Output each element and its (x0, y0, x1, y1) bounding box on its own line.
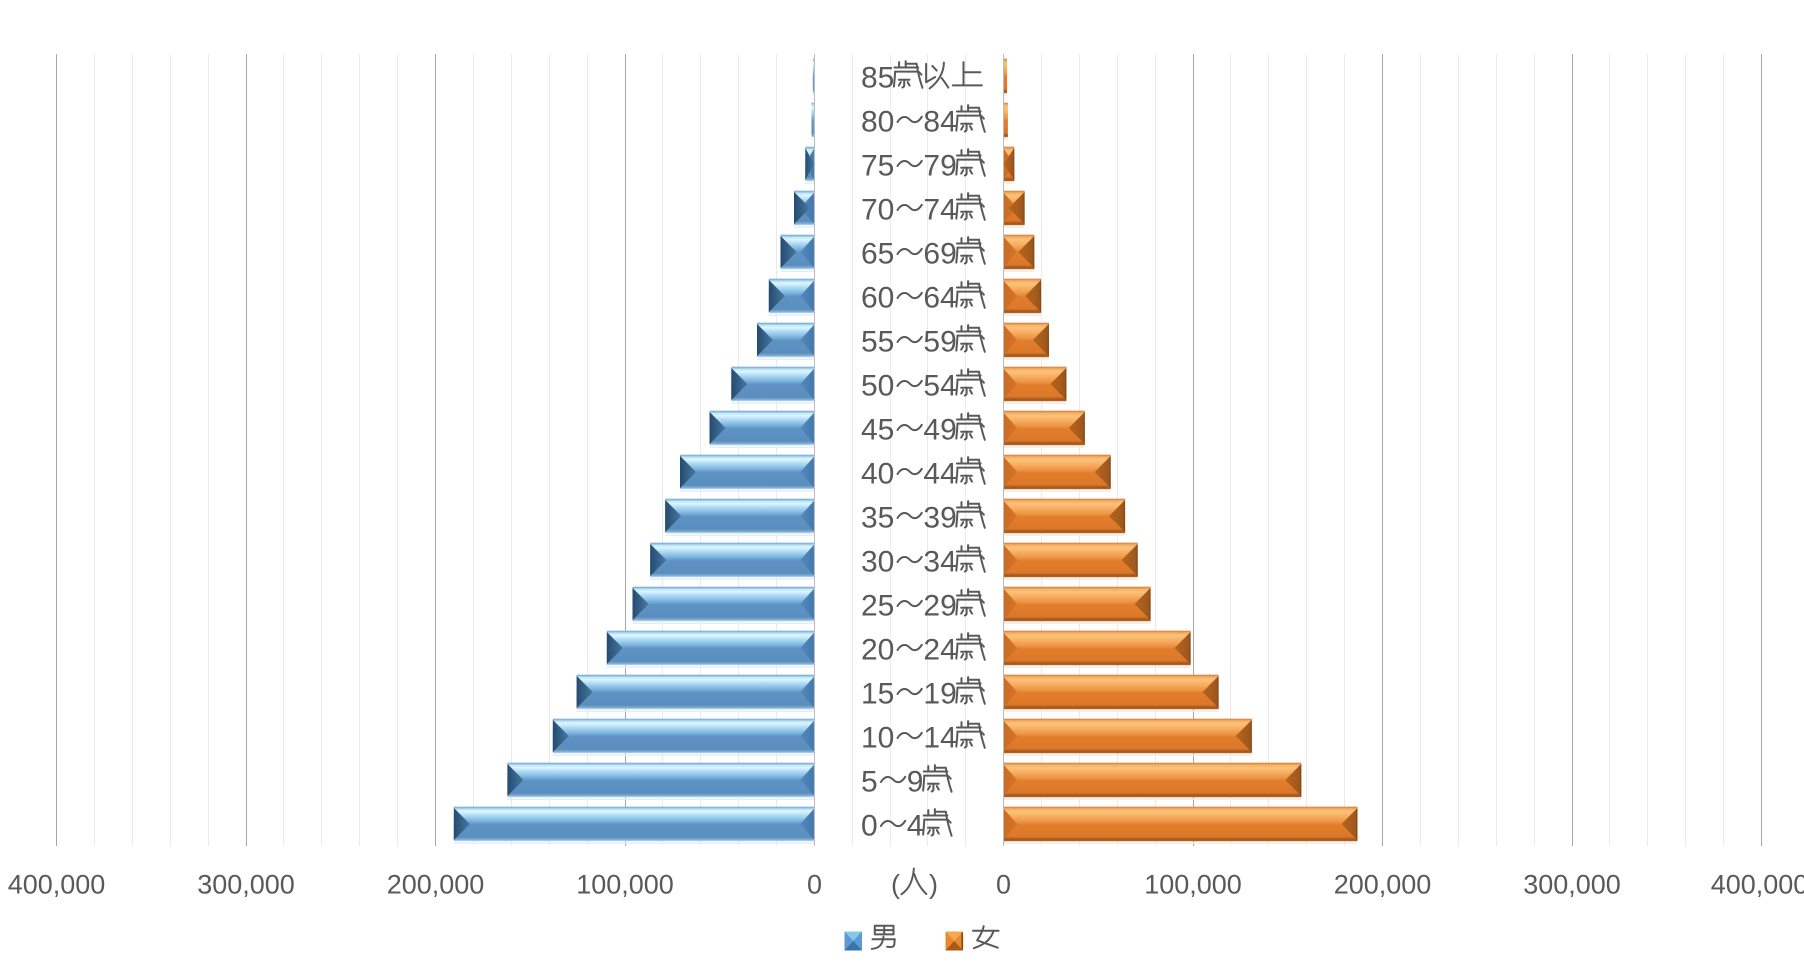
svg-text:79: 79 (923, 150, 956, 183)
svg-text:400,000: 400,000 (8, 870, 106, 900)
svg-text:9: 9 (907, 766, 924, 799)
svg-text:85: 85 (861, 62, 894, 95)
svg-text:35: 35 (861, 502, 894, 535)
svg-text:14: 14 (923, 722, 956, 755)
svg-text:200,000: 200,000 (1334, 870, 1432, 900)
svg-text:59: 59 (923, 326, 956, 359)
svg-text:84: 84 (923, 106, 956, 139)
svg-text:0: 0 (807, 870, 822, 900)
svg-text:30: 30 (861, 546, 894, 579)
svg-text:70: 70 (861, 194, 894, 227)
svg-text:74: 74 (923, 194, 956, 227)
svg-text:65: 65 (861, 238, 894, 271)
svg-text:55: 55 (861, 326, 894, 359)
svg-text:50: 50 (861, 370, 894, 403)
svg-text:29: 29 (923, 590, 956, 623)
svg-text:): ) (929, 870, 938, 900)
svg-text:20: 20 (861, 634, 894, 667)
svg-text:54: 54 (923, 370, 956, 403)
svg-text:100,000: 100,000 (1144, 870, 1242, 900)
svg-text:5: 5 (861, 766, 878, 799)
svg-text:300,000: 300,000 (197, 870, 295, 900)
svg-text:10: 10 (861, 722, 894, 755)
svg-text:0: 0 (996, 870, 1011, 900)
svg-text:39: 39 (923, 502, 956, 535)
svg-text:60: 60 (861, 282, 894, 315)
svg-text:34: 34 (923, 546, 956, 579)
svg-text:44: 44 (923, 458, 956, 491)
svg-text:75: 75 (861, 150, 894, 183)
svg-text:19: 19 (923, 678, 956, 711)
svg-text:64: 64 (923, 282, 956, 315)
svg-text:80: 80 (861, 106, 894, 139)
svg-text:15: 15 (861, 678, 894, 711)
svg-text:24: 24 (923, 634, 956, 667)
svg-text:400,000: 400,000 (1711, 870, 1804, 900)
svg-text:0: 0 (861, 810, 878, 843)
svg-text:45: 45 (861, 414, 894, 447)
svg-text:4: 4 (907, 810, 924, 843)
svg-text:25: 25 (861, 590, 894, 623)
svg-text:69: 69 (923, 238, 956, 271)
svg-text:40: 40 (861, 458, 894, 491)
svg-text:(: ( (891, 870, 900, 900)
svg-text:49: 49 (923, 414, 956, 447)
svg-text:300,000: 300,000 (1523, 870, 1621, 900)
svg-text:100,000: 100,000 (576, 870, 674, 900)
svg-text:200,000: 200,000 (387, 870, 485, 900)
